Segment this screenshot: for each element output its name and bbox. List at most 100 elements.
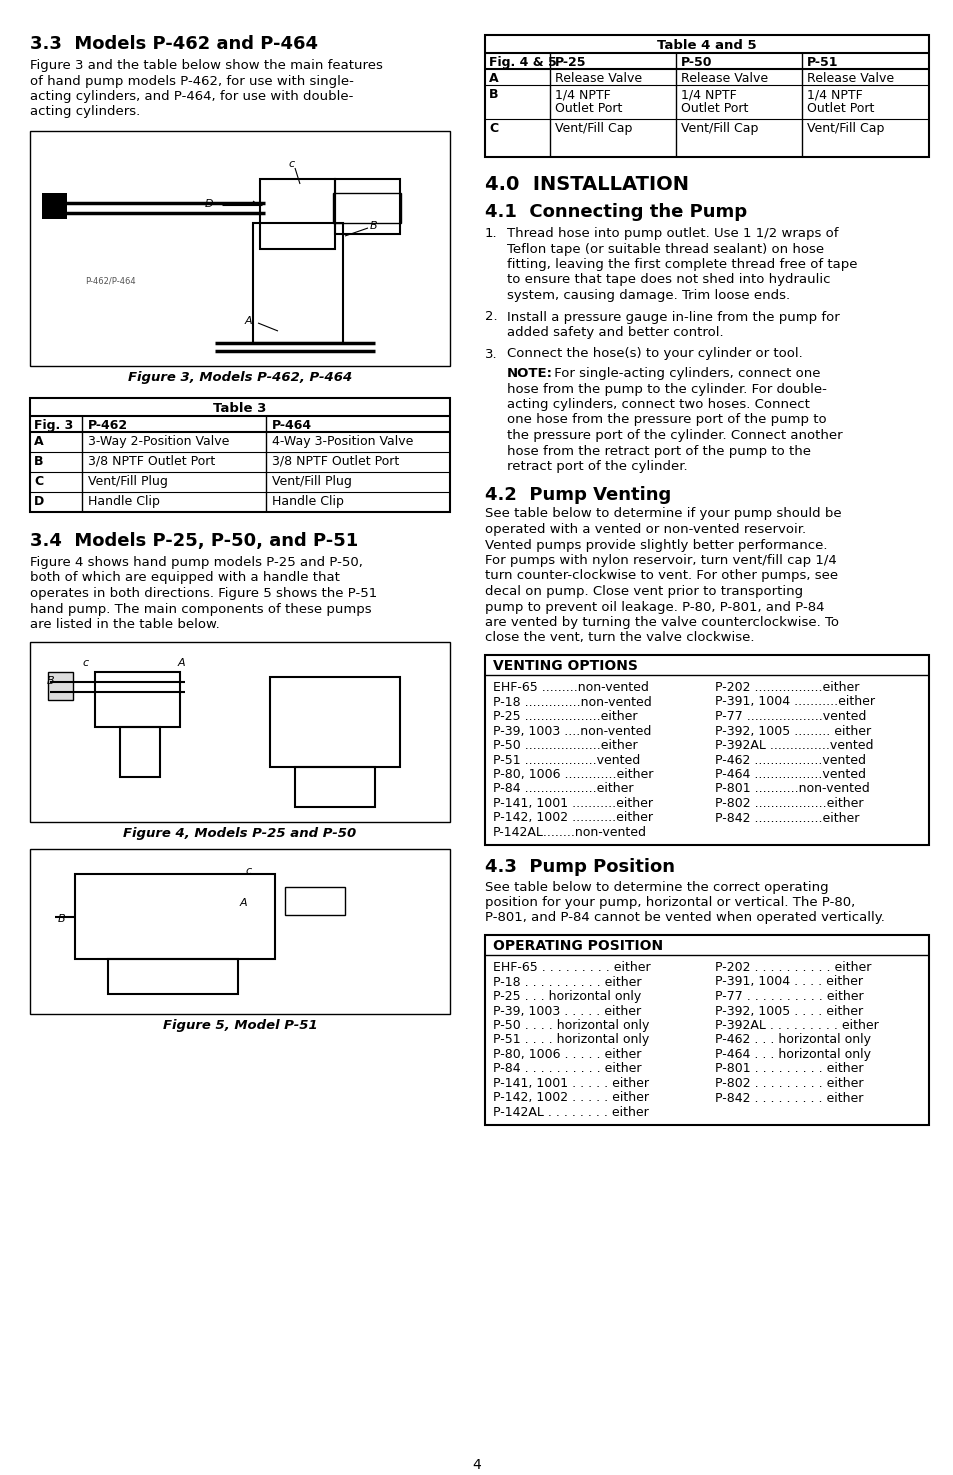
- Text: Teflon tape (or suitable thread sealant) on hose: Teflon tape (or suitable thread sealant)…: [506, 242, 823, 255]
- Text: P-464 .................vented: P-464 .................vented: [714, 768, 865, 780]
- Text: EHF-65 . . . . . . . . . either: EHF-65 . . . . . . . . . either: [493, 962, 650, 974]
- Text: P-77 . . . . . . . . . . either: P-77 . . . . . . . . . . either: [714, 990, 862, 1003]
- Text: acting cylinders, connect two hoses. Connect: acting cylinders, connect two hoses. Con…: [506, 398, 809, 412]
- Text: Outlet Port: Outlet Port: [680, 102, 747, 115]
- Text: P-462/P-464: P-462/P-464: [85, 276, 135, 285]
- Text: P-39, 1003 ....non-vented: P-39, 1003 ....non-vented: [493, 724, 651, 738]
- Text: P-802 . . . . . . . . . either: P-802 . . . . . . . . . either: [714, 1077, 862, 1090]
- Bar: [48, 671, 73, 699]
- Bar: [30, 398, 450, 512]
- Text: P-18 . . . . . . . . . . either: P-18 . . . . . . . . . . either: [493, 975, 640, 988]
- Text: Figure 4 shows hand pump models P-25 and P-50,: Figure 4 shows hand pump models P-25 and…: [30, 556, 362, 569]
- Text: one hose from the pressure port of the pump to: one hose from the pressure port of the p…: [506, 413, 825, 426]
- Text: 4.3  Pump Position: 4.3 Pump Position: [484, 858, 675, 876]
- Text: VENTING OPTIONS: VENTING OPTIONS: [493, 659, 638, 673]
- Text: operated with a vented or non-vented reservoir.: operated with a vented or non-vented res…: [484, 524, 805, 535]
- Bar: [285, 886, 345, 914]
- Text: P-464 . . . horizontal only: P-464 . . . horizontal only: [714, 1049, 870, 1061]
- Text: 4.2  Pump Venting: 4.2 Pump Venting: [484, 485, 671, 503]
- Text: D: D: [205, 199, 213, 209]
- Text: P-202 . . . . . . . . . . either: P-202 . . . . . . . . . . either: [714, 962, 870, 974]
- Text: 3/8 NPTF Outlet Port: 3/8 NPTF Outlet Port: [272, 454, 399, 468]
- Bar: [333, 193, 400, 223]
- Text: P-142, 1002 ...........either: P-142, 1002 ...........either: [493, 811, 652, 825]
- Text: c: c: [288, 159, 294, 170]
- Bar: [30, 131, 450, 366]
- Text: P-142, 1002 . . . . . either: P-142, 1002 . . . . . either: [493, 1092, 648, 1105]
- Bar: [260, 178, 335, 249]
- Text: 1/4 NPTF: 1/4 NPTF: [555, 88, 610, 100]
- Text: Connect the hose(s) to your cylinder or tool.: Connect the hose(s) to your cylinder or …: [506, 348, 801, 360]
- Text: Outlet Port: Outlet Port: [555, 102, 621, 115]
- Text: 4.0  INSTALLATION: 4.0 INSTALLATION: [484, 176, 688, 195]
- Text: P-392, 1005 ......... either: P-392, 1005 ......... either: [714, 724, 870, 738]
- Text: For pumps with nylon reservoir, turn vent/fill cap 1/4: For pumps with nylon reservoir, turn ven…: [484, 555, 836, 566]
- Text: 3.4  Models P-25, P-50, and P-51: 3.4 Models P-25, P-50, and P-51: [30, 532, 358, 550]
- Text: P-25 . . . horizontal only: P-25 . . . horizontal only: [493, 990, 640, 1003]
- Text: P-801 . . . . . . . . . either: P-801 . . . . . . . . . either: [714, 1062, 862, 1075]
- Text: P-84 . . . . . . . . . . either: P-84 . . . . . . . . . . either: [493, 1062, 640, 1075]
- Text: Install a pressure gauge in-line from the pump for: Install a pressure gauge in-line from th…: [506, 311, 839, 323]
- Text: P-392AL ...............vented: P-392AL ...............vented: [714, 739, 873, 752]
- Bar: [30, 848, 450, 1013]
- Text: EHF-65 .........non-vented: EHF-65 .........non-vented: [493, 681, 648, 695]
- Text: P-51: P-51: [806, 56, 838, 69]
- Bar: [484, 35, 928, 156]
- Bar: [294, 767, 375, 807]
- Text: P-50 . . . . horizontal only: P-50 . . . . horizontal only: [493, 1019, 649, 1032]
- Text: operates in both directions. Figure 5 shows the P-51: operates in both directions. Figure 5 sh…: [30, 587, 376, 600]
- Bar: [335, 178, 399, 235]
- Text: B: B: [58, 913, 66, 923]
- Text: c: c: [245, 866, 251, 876]
- Text: c: c: [82, 658, 88, 668]
- Text: P-842 .................either: P-842 .................either: [714, 811, 859, 825]
- Text: For single-acting cylinders, connect one: For single-acting cylinders, connect one: [550, 367, 820, 381]
- Text: retract port of the cylinder.: retract port of the cylinder.: [506, 460, 687, 473]
- Text: P-80, 1006 .............either: P-80, 1006 .............either: [493, 768, 653, 780]
- Text: A: A: [178, 658, 186, 668]
- Text: P-80, 1006 . . . . . either: P-80, 1006 . . . . . either: [493, 1049, 640, 1061]
- Text: NOTE:: NOTE:: [506, 367, 553, 381]
- Text: Figure 4, Models P-25 and P-50: Figure 4, Models P-25 and P-50: [123, 826, 356, 839]
- Text: 1/4 NPTF: 1/4 NPTF: [680, 88, 736, 100]
- Text: Handle Clip: Handle Clip: [272, 496, 343, 507]
- Text: Vent/Fill Cap: Vent/Fill Cap: [680, 122, 758, 136]
- Text: P-842 . . . . . . . . . either: P-842 . . . . . . . . . either: [714, 1092, 862, 1105]
- Text: added safety and better control.: added safety and better control.: [506, 326, 723, 339]
- Text: A: A: [489, 72, 498, 86]
- Text: Fig. 3: Fig. 3: [34, 419, 73, 432]
- Text: hose from the pump to the cylinder. For double-: hose from the pump to the cylinder. For …: [506, 382, 826, 395]
- Text: P-51 . . . . horizontal only: P-51 . . . . horizontal only: [493, 1034, 649, 1046]
- Text: the pressure port of the cylinder. Connect another: the pressure port of the cylinder. Conne…: [506, 429, 841, 442]
- Text: 3-Way 2-Position Valve: 3-Way 2-Position Valve: [88, 435, 229, 448]
- Text: close the vent, turn the valve clockwise.: close the vent, turn the valve clockwise…: [484, 631, 754, 645]
- Text: Outlet Port: Outlet Port: [806, 102, 874, 115]
- Text: fitting, leaving the first complete thread free of tape: fitting, leaving the first complete thre…: [506, 258, 857, 271]
- Text: Fig. 4 & 5: Fig. 4 & 5: [489, 56, 557, 69]
- Text: B: B: [489, 88, 498, 100]
- Text: turn counter-clockwise to vent. For other pumps, see: turn counter-clockwise to vent. For othe…: [484, 569, 838, 583]
- Text: 2.: 2.: [484, 311, 497, 323]
- Bar: [120, 727, 160, 776]
- Text: P-25 ...................either: P-25 ...................either: [493, 709, 637, 723]
- Text: Vent/Fill Plug: Vent/Fill Plug: [272, 475, 352, 488]
- Text: P-50: P-50: [680, 56, 712, 69]
- Text: acting cylinders, and P-464, for use with double-: acting cylinders, and P-464, for use wit…: [30, 90, 353, 103]
- Text: hose from the retract port of the pump to the: hose from the retract port of the pump t…: [506, 444, 810, 457]
- Text: Figure 3 and the table below show the main features: Figure 3 and the table below show the ma…: [30, 59, 382, 72]
- Text: P-51 ..................vented: P-51 ..................vented: [493, 754, 639, 767]
- Text: both of which are equipped with a handle that: both of which are equipped with a handle…: [30, 571, 339, 584]
- Text: to ensure that tape does not shed into hydraulic: to ensure that tape does not shed into h…: [506, 273, 830, 286]
- Text: Release Valve: Release Valve: [806, 72, 893, 86]
- Bar: [30, 642, 450, 822]
- Bar: [42, 193, 67, 218]
- Text: C: C: [489, 122, 497, 136]
- Text: OPERATING POSITION: OPERATING POSITION: [493, 940, 662, 953]
- Text: See table below to determine the correct operating: See table below to determine the correct…: [484, 881, 828, 894]
- Text: A: A: [240, 898, 248, 909]
- Text: P-391, 1004 . . . . either: P-391, 1004 . . . . either: [714, 975, 862, 988]
- Text: P-462 . . . horizontal only: P-462 . . . horizontal only: [714, 1034, 870, 1046]
- Text: Vent/Fill Cap: Vent/Fill Cap: [555, 122, 632, 136]
- Text: See table below to determine if your pump should be: See table below to determine if your pum…: [484, 507, 841, 521]
- Text: P-802 ..................either: P-802 ..................either: [714, 796, 862, 810]
